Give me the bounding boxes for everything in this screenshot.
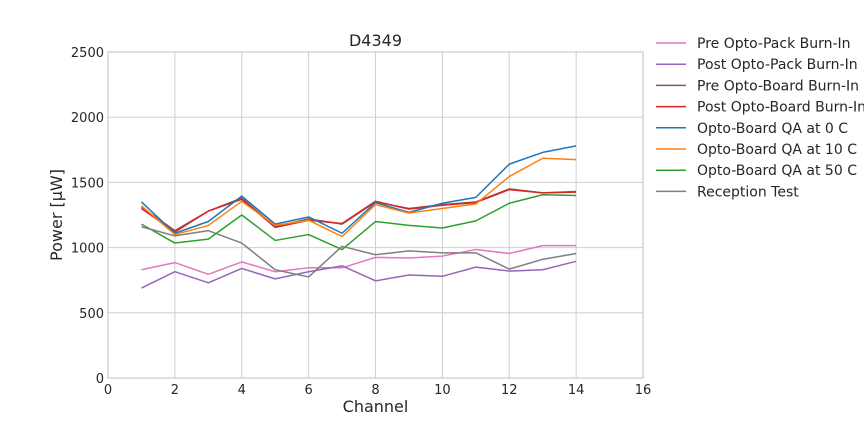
legend-item: Opto-Board QA at 50 C [656,163,857,179]
series-line-4 [141,188,577,233]
series-line-7 [141,194,577,251]
y-axis-label: Power [μW] [47,169,66,261]
x-tick-label: 14 [568,383,585,398]
legend-label: Reception Test [697,184,799,200]
legend-label: Post Opto-Board Burn-In [697,100,864,116]
legend-item: Post Opto-Board Burn-In [656,100,864,116]
y-tick-label: 2500 [71,46,104,61]
y-tick-label: 0 [96,372,104,387]
series-line-1 [141,244,577,276]
legend-item: Opto-Board QA at 10 C [656,142,857,158]
legend-label: Opto-Board QA at 10 C [697,142,857,158]
series-line-8 [141,226,577,278]
y-tick-label: 1500 [71,176,104,191]
y-tick-label: 1000 [71,242,104,257]
x-tick-label: 6 [304,383,312,398]
legend-label: Pre Opto-Board Burn-In [697,78,859,94]
series-lines [140,145,577,289]
legend-item: Opto-Board QA at 0 C [656,121,848,137]
grid-lines [107,51,644,379]
x-axis-label: Channel [343,397,409,416]
x-tick-label: 16 [635,383,652,398]
legend-label: Opto-Board QA at 0 C [697,121,848,137]
y-tick-label: 2000 [71,111,104,126]
tick-labels: 0 2 4 6 8 10 12 14 16 0 500 1000 1500 2000 2500 [71,46,651,398]
series-line-3 [141,188,577,232]
legend: Pre Opto-Pack Burn-In Post Opto-Pack Burn… [656,36,864,200]
series-line-2 [141,260,577,289]
x-tick-label: 2 [171,383,179,398]
x-tick-label: 8 [371,383,379,398]
legend-label: Post Opto-Pack Burn-In [697,57,858,73]
chart-title: D4349 [349,31,402,50]
legend-item: Pre Opto-Pack Burn-In [656,36,851,52]
legend-item: Post Opto-Pack Burn-In [656,57,858,73]
legend-item: Pre Opto-Board Burn-In [656,78,859,94]
x-tick-label: 10 [434,383,451,398]
series-line-5 [140,145,577,235]
plot-frame [107,51,644,379]
legend-label: Opto-Board QA at 50 C [697,163,857,179]
x-tick-label: 12 [501,383,518,398]
series-line-6 [140,157,577,238]
legend-item: Reception Test [656,184,799,200]
y-tick-label: 500 [79,307,104,322]
x-tick-label: 0 [104,383,112,398]
legend-label: Pre Opto-Pack Burn-In [697,36,851,52]
x-tick-label: 4 [238,383,246,398]
